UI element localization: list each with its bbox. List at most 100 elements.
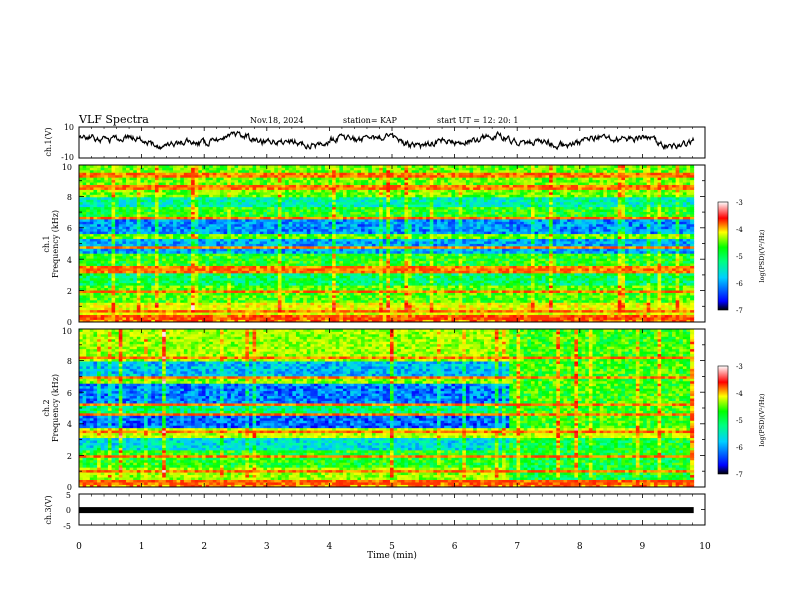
spec1-cell [267,273,271,276]
spec1-cell [347,315,351,318]
spec1-cell [104,246,108,249]
spec1-cell [224,207,228,210]
spec1-cell [104,192,108,195]
spec1-cell [249,167,253,170]
spec1-cell [325,268,329,271]
spec1-cell [173,280,177,283]
spec1-cell [300,295,304,298]
spec1-cell [162,182,166,185]
spec1-cell [119,197,123,200]
spec1-cell [318,239,322,242]
spec1-cell [249,207,253,210]
spec1-cell [245,231,249,234]
spec1-cell [104,180,108,183]
spec1-cell [166,312,170,315]
spec1-cell [274,197,278,200]
spec1-cell [209,192,213,195]
spec1-cell [350,199,354,202]
spec1-cell [213,256,217,259]
spec1-cell [122,253,126,256]
spec1-cell [325,256,329,259]
spec1-cell [314,212,318,215]
spec1-cell [227,246,231,249]
spec1-cell [122,275,126,278]
spec1-cell [329,310,333,313]
spec1-cell [238,167,242,170]
spec1-cell [314,170,318,173]
spec1-cell [104,190,108,193]
spec1-cell [191,212,195,215]
spec1-cell [278,212,282,215]
spec1-cell [253,288,257,291]
spec1-cell [148,248,152,251]
spec1-cell [289,253,293,256]
spec1-cell [336,253,340,256]
spec1-cell [101,263,105,266]
spec1-cell [195,261,199,264]
spec1-cell [263,300,267,303]
spec1-cell [112,251,116,254]
spec1-cell [187,175,191,178]
spec1-cell [83,204,87,207]
spec1-cell [108,312,112,315]
spec1-cell [151,239,155,242]
spec1-cell [198,285,202,288]
spec1-cell [206,219,210,222]
spec1-cell [238,244,242,247]
spec1-cell [209,283,213,286]
spec1-cell [206,199,210,202]
spec1-cell [206,170,210,173]
spec1-cell [238,226,242,229]
spec1-cell [325,239,329,242]
spec1-cell [318,246,322,249]
spec1-cell [292,256,296,259]
spec1-cell [292,275,296,278]
spec1-cell [329,217,333,220]
spec1-cell [216,172,220,175]
spec1-cell [202,297,206,300]
spec1-cell [90,317,94,320]
spec1-cell [354,297,358,300]
spec1-cell [245,175,249,178]
spec1-cell [130,219,134,222]
spec1-cell [122,207,126,210]
spec1-cell [256,167,260,170]
spec1-cell [130,251,134,254]
spec1-cell [119,261,123,264]
spec1-cell [336,295,340,298]
spec1-cell [347,187,351,190]
spec1-cell [278,268,282,271]
spec1-cell [303,190,307,193]
spec1-cell [224,307,228,310]
spec1-cell [310,244,314,247]
spec1-cell [115,204,119,207]
spec1-cell [292,192,296,195]
spec1-cell [148,224,152,227]
spec1-cell [101,229,105,232]
spec1-cell [112,226,116,229]
spec1-cell [173,229,177,232]
spec1-cell [90,185,94,188]
spec1-cell [97,300,101,303]
spec1-cell [227,312,231,315]
spec1-cell [104,217,108,220]
spec1-cell [187,172,191,175]
spec1-cell [122,268,126,271]
spec1-cell [336,283,340,286]
spec1-cell [133,241,137,244]
spec1-cell [101,310,105,313]
spec1-cell [292,182,296,185]
spec1-cell [79,209,83,212]
spec1-cell [206,285,210,288]
spec1-cell [162,310,166,313]
spec1-cell [195,204,199,207]
spec1-cell [184,234,188,237]
spec1-cell [104,307,108,310]
spec1-cell [195,229,199,232]
spec1-cell [148,300,152,303]
spec1-cell [300,310,304,313]
spec1-cell [206,268,210,271]
spec1-cell [112,229,116,232]
spec1-cell [242,204,246,207]
spec1-cell [162,231,166,234]
